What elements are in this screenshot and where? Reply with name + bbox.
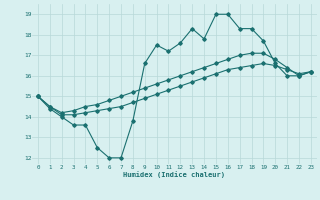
X-axis label: Humidex (Indice chaleur): Humidex (Indice chaleur) (124, 171, 225, 178)
